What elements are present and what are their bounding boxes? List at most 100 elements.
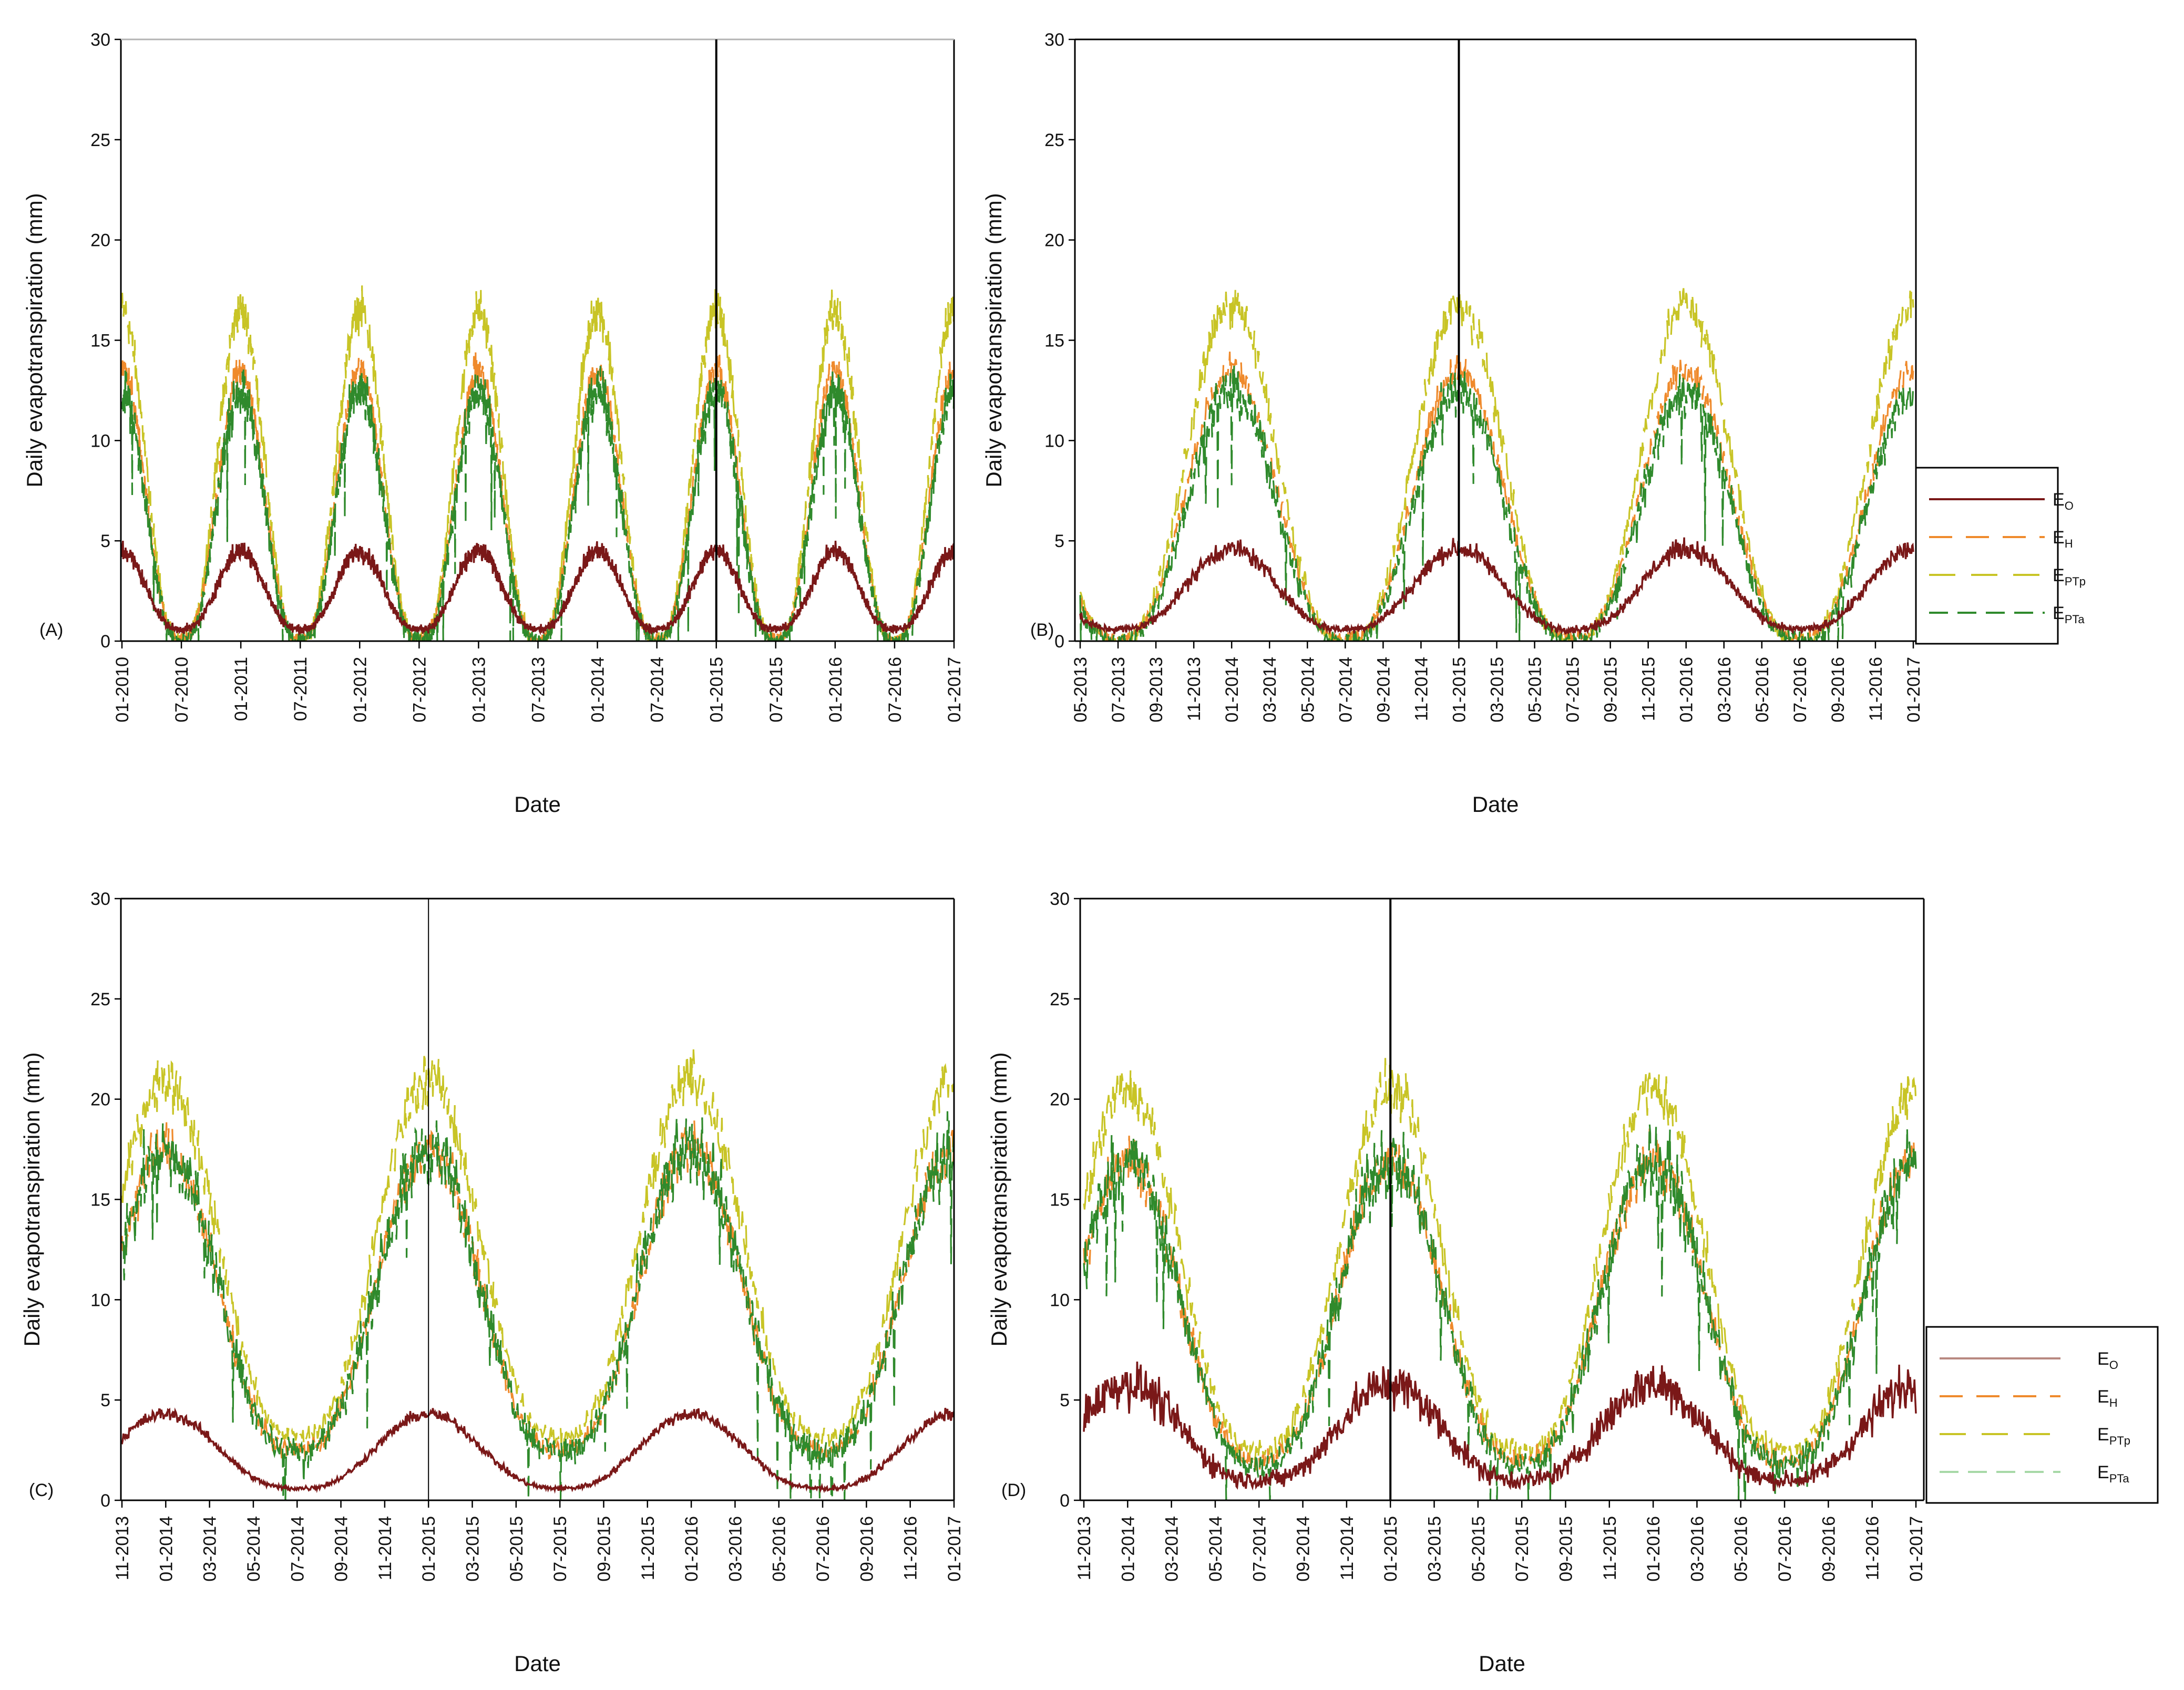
- panel-A: 0 5 10 15 20 25 30 01-2010 07-2010 01-2011 07-2011…: [22, 30, 2086, 817]
- y-tick-label: 15: [90, 1190, 110, 1210]
- x-tick-label: 07-2011: [291, 657, 311, 721]
- series-group: [121, 285, 954, 641]
- y-tick-label: 5: [1054, 531, 1064, 551]
- x-tick-label: 07-2015: [550, 1516, 570, 1582]
- legend-label-e-o: EO: [2097, 1349, 2118, 1372]
- x-tick-label: 05-2014: [1298, 657, 1318, 723]
- series-e-h: [1083, 1128, 1917, 1472]
- x-tick-label: 11-2015: [1639, 657, 1659, 721]
- x-tick-label: 09-2016: [857, 1516, 877, 1582]
- panel-D: 0 5 10 15 20 25 30 11-2013 01-2014 03-2014 05-2014…: [987, 889, 2159, 1676]
- x-tick-label: 01-2014: [588, 657, 608, 723]
- x-tick-label: 11-2016: [1863, 1516, 1883, 1580]
- x-tick-label: 11-2016: [1866, 657, 1886, 721]
- series-e-ptp: [121, 285, 954, 641]
- x-tick-label: 07-2014: [1249, 1516, 1269, 1582]
- panel-label: (C): [29, 1480, 54, 1500]
- y-tick-label: 10: [90, 431, 110, 451]
- y-tick-label: 30: [1050, 889, 1070, 909]
- y-axis-title: Daily evapotranspiration (mm): [981, 193, 1006, 487]
- y-tick-label: 0: [100, 1491, 110, 1511]
- x-tick-label: 01-2015: [1449, 657, 1469, 723]
- panel-B: 0 5 10 15 20 25 30 05-2013 07-2013 09-2013 11-2013…: [981, 30, 1924, 817]
- y-tick-label: 20: [90, 1090, 110, 1110]
- series-e-ptp: [1079, 285, 1914, 641]
- x-tick-label: 01-2015: [707, 657, 727, 723]
- legend-label-e-pta: EPTa: [2053, 603, 2085, 626]
- x-tick-label: 07-2010: [172, 657, 192, 723]
- x-tick-label: 01-2017: [1906, 1516, 1926, 1582]
- y-axis-title: Daily evapotranspiration (mm): [19, 1052, 44, 1346]
- y-tick-label: 20: [90, 231, 110, 251]
- legend-label-e-h: EH: [2097, 1387, 2118, 1409]
- panel-label: (D): [1001, 1480, 1026, 1500]
- x-tick-label: 01-2014: [156, 1516, 176, 1582]
- series-group: [1079, 285, 1914, 641]
- y-tick-label: 0: [100, 632, 110, 652]
- x-tick-label: 11-2015: [638, 1516, 658, 1580]
- legend-box: [1915, 467, 2059, 645]
- x-tick-label: 11-2013: [1074, 1516, 1094, 1580]
- x-axis-title: Date: [514, 792, 561, 817]
- x-tick-label: 11-2014: [375, 1516, 395, 1580]
- series-e-o: [1079, 537, 1914, 635]
- y-axis-title: Daily evapotranspiration (mm): [987, 1052, 1011, 1346]
- y-tick-label: 10: [1044, 431, 1064, 451]
- x-tick-label: 01-2014: [1222, 657, 1242, 723]
- legend: EO EH EPTp EPTa: [1925, 1326, 2159, 1504]
- y-tick-label: 25: [90, 130, 110, 150]
- x-tick-label: 01-2012: [350, 657, 370, 723]
- x-tick-label: 11-2013: [1184, 657, 1204, 721]
- y-tick-label: 25: [1050, 990, 1070, 1009]
- y-tick-label: 15: [1050, 1190, 1070, 1210]
- legend-label-e-ptp: EPTp: [2097, 1425, 2130, 1447]
- series-e-pta: [1083, 1123, 1917, 1500]
- x-tick-label: 09-2015: [1601, 657, 1621, 723]
- x-tick-label: 11-2015: [1600, 1516, 1620, 1580]
- x-tick-label: 05-2015: [507, 1516, 527, 1582]
- y-tick-label: 0: [1054, 632, 1064, 652]
- y-tick-label: 15: [90, 331, 110, 351]
- y-tick-label: 25: [90, 990, 110, 1009]
- legend-label-e-ptp: EPTp: [2053, 565, 2086, 588]
- x-tick-label: 07-2016: [813, 1516, 833, 1582]
- x-tick-label: 07-2016: [885, 657, 905, 723]
- x-tick-label: 01-2010: [112, 657, 132, 723]
- x-tick-label: 01-2015: [1381, 1516, 1401, 1582]
- legend: EO EH EPTp EPTa: [1915, 467, 2086, 645]
- x-tick-label: 11-2013: [112, 1516, 132, 1580]
- x-tick-label: 07-2016: [1775, 1516, 1795, 1582]
- x-tick-label: 09-2016: [1819, 1516, 1839, 1582]
- x-tick-label: 11-2016: [901, 1516, 921, 1580]
- series-e-o: [121, 1407, 954, 1494]
- panel-C: 0 5 10 15 20 25 30 11-2013 01-2014 03-2014 05-2014…: [19, 889, 965, 1676]
- x-tick-label: 01-2017: [1904, 657, 1924, 723]
- x-tick-label: 01-2014: [1118, 1516, 1138, 1582]
- y-tick-label: 10: [1050, 1290, 1070, 1310]
- x-tick-label: 03-2015: [1425, 1516, 1445, 1582]
- x-tick-label: 03-2016: [1715, 657, 1735, 723]
- x-tick-label: 07-2015: [1512, 1516, 1532, 1582]
- y-axis-title: Daily evapotranspiration (mm): [22, 193, 47, 487]
- x-tick-label: 09-2013: [1146, 657, 1166, 723]
- panel-label: (B): [1030, 620, 1054, 640]
- series-e-ptp: [121, 1049, 954, 1449]
- x-tick-label: 11-2014: [1337, 1516, 1357, 1580]
- x-tick-label: 01-2017: [945, 1516, 965, 1582]
- series-e-h: [121, 1119, 954, 1462]
- legend-label-e-pta: EPTa: [2097, 1462, 2129, 1485]
- series-e-pta: [121, 366, 954, 641]
- x-tick-label: 01-2017: [945, 657, 965, 723]
- x-tick-label: 09-2014: [1294, 1516, 1314, 1582]
- x-tick-label: 07-2013: [1109, 657, 1129, 723]
- y-tick-label: 5: [1060, 1390, 1070, 1410]
- x-tick-label: 07-2012: [409, 657, 429, 723]
- x-tick-label: 09-2015: [594, 1516, 614, 1582]
- x-tick-label: 01-2011: [231, 657, 251, 721]
- x-tick-label: 09-2014: [332, 1516, 352, 1582]
- x-tick-label: 09-2016: [1828, 657, 1848, 723]
- x-tick-label: 01-2016: [1677, 657, 1697, 723]
- x-tick-label: 03-2015: [1488, 657, 1508, 723]
- x-tick-label: 07-2014: [648, 657, 668, 723]
- y-tick-label: 30: [90, 889, 110, 909]
